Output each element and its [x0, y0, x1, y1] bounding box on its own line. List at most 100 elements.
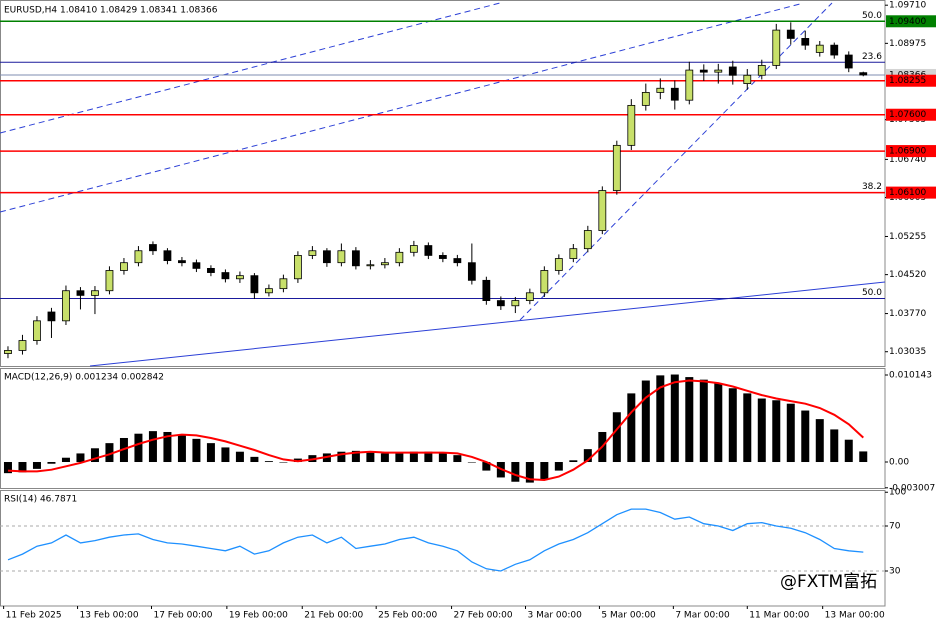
- macd-bar: [409, 451, 418, 463]
- candle-body: [395, 251, 404, 264]
- macd-bar: [859, 451, 868, 463]
- candle-body: [714, 69, 723, 73]
- level-box: [886, 145, 936, 158]
- candle-body: [482, 279, 491, 301]
- candle-body: [279, 278, 288, 290]
- y-tick-label: 0.00: [889, 458, 909, 468]
- candle-body: [76, 290, 85, 296]
- candle-body: [815, 44, 824, 53]
- candle-body: [728, 66, 737, 76]
- macd-bar: [685, 377, 694, 463]
- fib-label: 23.6: [862, 52, 882, 62]
- candle-body: [743, 74, 752, 84]
- macd-bar: [279, 462, 288, 463]
- candle-body: [380, 262, 389, 266]
- macd-bar: [656, 375, 665, 463]
- candle-body: [801, 38, 810, 46]
- y-tick-label: 1.09710: [889, 1, 926, 11]
- fib-label: 50.0: [862, 11, 882, 21]
- candle-body: [236, 275, 244, 280]
- macd-bar: [264, 461, 273, 463]
- candle-body: [554, 258, 563, 271]
- macd-bar: [815, 419, 824, 463]
- candle-body: [569, 248, 578, 259]
- candle-body: [685, 69, 694, 101]
- candle-body: [656, 87, 665, 93]
- macd-bar: [366, 452, 375, 463]
- macd-bar: [235, 451, 244, 463]
- candle-body: [511, 300, 520, 307]
- macd-bar: [554, 462, 563, 471]
- macd-bar: [380, 453, 389, 463]
- candle-body: [409, 245, 418, 253]
- level-box: [886, 15, 936, 28]
- level-box: [886, 74, 936, 87]
- candle-body: [250, 275, 259, 294]
- candle-body: [308, 250, 317, 256]
- trend-line: [89, 281, 886, 367]
- macd-bar: [728, 388, 737, 463]
- watermark: @FXTM富拓: [780, 572, 877, 592]
- macd-bar: [351, 450, 360, 463]
- macd-bar: [90, 448, 99, 463]
- macd-bar: [192, 438, 201, 463]
- macd-bar: [18, 462, 27, 473]
- macd-bar: [714, 383, 723, 463]
- main-panel-border: [0, 0, 886, 367]
- macd-bar: [453, 455, 462, 463]
- candle-body: [337, 250, 346, 264]
- candle-body: [641, 92, 650, 106]
- macd-bar: [163, 431, 172, 463]
- y-tick-label: 100: [889, 488, 906, 498]
- macd-bar: [540, 462, 549, 480]
- candle-body: [149, 244, 157, 252]
- candle-body: [424, 245, 433, 256]
- y-tick-label: 1.06740: [889, 155, 926, 165]
- macd-bar: [772, 400, 781, 463]
- candle-body: [670, 87, 679, 101]
- y-tick-label: -0.003007: [889, 483, 935, 493]
- macd-bar: [844, 439, 853, 463]
- candle-body: [33, 320, 41, 341]
- candle-body: [830, 44, 839, 56]
- candle-body: [583, 230, 592, 250]
- signal-line: [7, 379, 864, 482]
- y-tick-label: 1.03035: [889, 347, 926, 357]
- macd-bar: [424, 451, 433, 463]
- candle-body: [178, 260, 186, 264]
- candle-body: [18, 340, 27, 351]
- candle-body: [192, 262, 201, 269]
- candle-body: [163, 250, 172, 262]
- candle-body: [207, 267, 215, 273]
- macd-bar: [206, 443, 215, 463]
- candle-body: [134, 250, 143, 264]
- x-tick-label: 13 Mar 00:00: [825, 611, 885, 621]
- candle-body: [91, 290, 99, 296]
- x-tick-label: 27 Feb 00:00: [454, 611, 513, 621]
- macd-bar: [627, 393, 636, 463]
- macd-panel-border: [0, 368, 886, 489]
- macd-bar: [612, 412, 621, 463]
- macd-bar: [801, 410, 810, 463]
- macd-bar: [61, 457, 70, 463]
- rsi-line: [7, 508, 864, 572]
- candle-body: [540, 270, 549, 294]
- fib-label: 38.2: [862, 182, 882, 192]
- y-tick-label: 1.08975: [889, 39, 926, 49]
- y-tick-label: 1.04520: [889, 270, 926, 280]
- macd-bar: [525, 462, 534, 483]
- candle-body: [351, 250, 360, 267]
- candle-body: [627, 104, 636, 146]
- candle-body: [221, 272, 230, 280]
- macd-bar: [76, 453, 85, 463]
- candle-body: [786, 29, 795, 39]
- macd-bar: [134, 433, 143, 463]
- macd-bar: [569, 460, 578, 463]
- x-tick-label: 13 Feb 00:00: [80, 611, 139, 621]
- level-label: 1.06100: [889, 188, 926, 198]
- x-tick-label: 17 Feb 00:00: [153, 611, 212, 621]
- macd-bar: [743, 393, 752, 463]
- macd-bar: [830, 429, 839, 463]
